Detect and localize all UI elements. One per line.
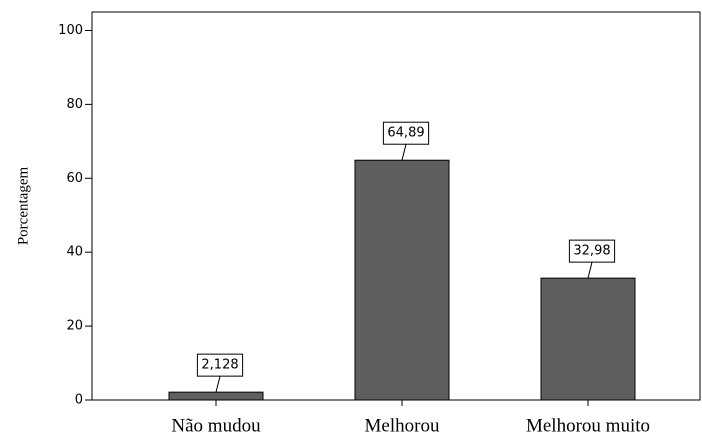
label-leader	[587, 262, 593, 279]
value-label-box	[382, 121, 430, 145]
value-label: 32,98	[573, 244, 610, 259]
y-tick-label: 80	[66, 97, 83, 112]
x-tick-label: Não mudou	[171, 415, 261, 436]
y-tick-label: 40	[66, 245, 83, 260]
y-tick-label: 100	[58, 23, 83, 38]
value-label-box	[196, 353, 244, 377]
x-tick-label: Melhorou muito	[526, 415, 650, 436]
value-label: 64,89	[387, 126, 424, 141]
y-axis-title: Porcentagem	[15, 167, 31, 246]
value-label: 2,128	[201, 358, 238, 373]
bar	[354, 159, 450, 401]
bar	[540, 277, 636, 401]
label-leader	[215, 376, 221, 393]
x-tick-label: Melhorou	[365, 415, 440, 436]
y-tick-label: 0	[75, 393, 83, 408]
value-label-box	[568, 239, 616, 263]
y-tick-label: 60	[66, 171, 83, 186]
y-tick-label: 20	[66, 319, 83, 334]
label-leader	[401, 144, 407, 161]
bar	[168, 391, 264, 401]
